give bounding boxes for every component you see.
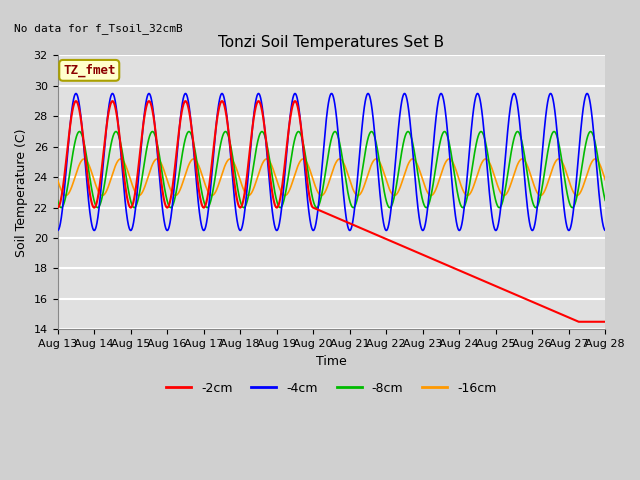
Legend: -2cm, -4cm, -8cm, -16cm: -2cm, -4cm, -8cm, -16cm [161,377,502,400]
Title: Tonzi Soil Temperatures Set B: Tonzi Soil Temperatures Set B [218,35,444,50]
Y-axis label: Soil Temperature (C): Soil Temperature (C) [15,128,28,257]
Text: TZ_fmet: TZ_fmet [63,64,115,77]
X-axis label: Time: Time [316,355,347,368]
Text: No data for f_Tsoil_32cmB: No data for f_Tsoil_32cmB [13,23,182,34]
